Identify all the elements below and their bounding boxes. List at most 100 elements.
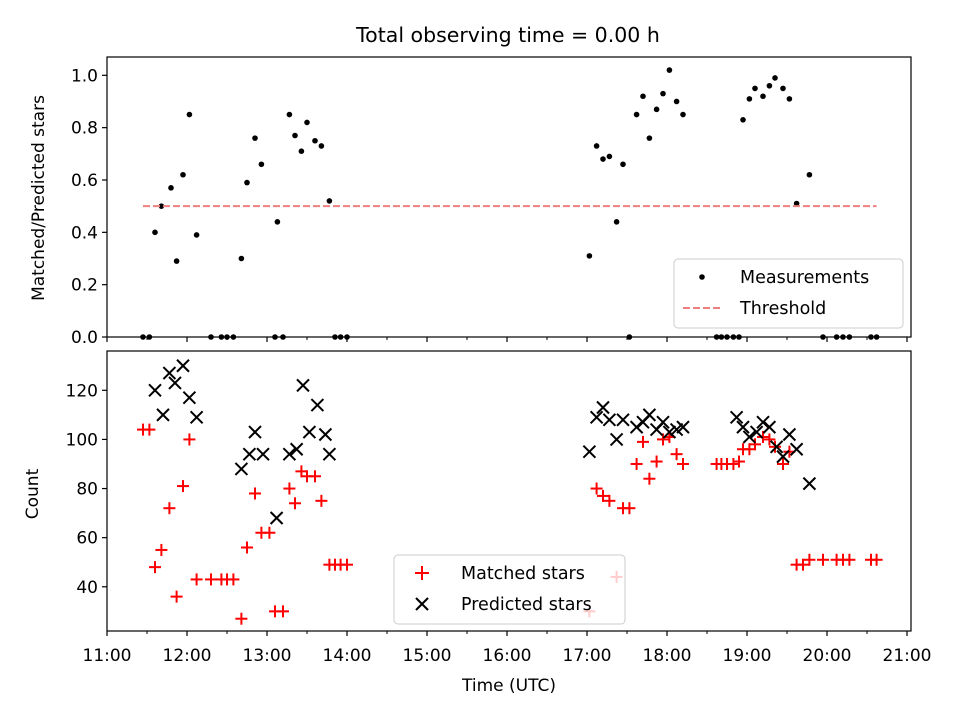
predicted-stars-point	[656, 415, 670, 429]
matched-stars-point	[341, 558, 353, 571]
predicted-stars-point	[269, 511, 284, 525]
matched-stars-point	[749, 438, 761, 451]
predicted-stars-point	[302, 425, 317, 439]
measurements-point	[600, 156, 606, 162]
predicted-stars-point	[602, 413, 617, 427]
measurements-point	[606, 153, 613, 160]
count-y-tick-label: 40	[76, 578, 98, 598]
predicted-stars-point	[609, 432, 624, 447]
measurements-point	[193, 232, 200, 238]
ratio-y-tick-label: 1.0	[71, 66, 98, 86]
predicted-stars-point	[296, 378, 310, 393]
measurements-point	[633, 111, 640, 118]
matched-stars-point	[149, 561, 161, 574]
matched-stars-point	[283, 482, 296, 495]
measurements-point	[238, 255, 245, 262]
matched-stars-point	[623, 502, 636, 515]
measurements-point	[640, 93, 646, 100]
measurements-point	[304, 119, 310, 126]
predicted-stars-point	[176, 359, 190, 373]
count-panel: 40 60 80 100 120 11:00 12:00 13:00 14:00 15:00 16…	[23, 350, 932, 666]
matched-stars-point	[235, 612, 248, 625]
predicted-stars-point	[676, 420, 690, 434]
measurements-point	[740, 117, 746, 123]
count-y-tick-label: 100	[66, 430, 98, 450]
matched-stars-point	[637, 435, 649, 448]
matched-stars-point	[190, 573, 203, 586]
predicted-stars-legend-marker	[415, 597, 429, 611]
predicted-stars-point	[742, 430, 757, 444]
chart-title: Total observing time = 0.00 h	[355, 23, 660, 47]
matched-stars-point	[155, 543, 168, 556]
predicted-stars-point	[582, 444, 597, 459]
count-y-tick-label: 60	[76, 529, 98, 549]
ratio-y-axis-label: Matched/Predicted stars	[29, 95, 49, 301]
matched-stars-point	[763, 433, 776, 446]
measurements-point	[173, 258, 180, 264]
matched-stars-point	[677, 457, 689, 470]
predicted-stars-point	[289, 442, 304, 456]
matched-stars-point	[263, 526, 276, 539]
measurements-point	[780, 85, 786, 92]
predicted-stars-point	[596, 400, 610, 415]
matched-stars-legend-marker	[415, 566, 429, 580]
x-tick-label: 16:00	[483, 646, 532, 666]
matched-stars-point	[183, 433, 196, 446]
measurements-point	[168, 185, 174, 191]
measurements-point	[786, 96, 793, 102]
measurements-point	[326, 198, 333, 204]
matched-stars-point	[670, 448, 683, 461]
predicted-stars-point	[310, 398, 325, 412]
predicted-stars-point	[756, 415, 770, 429]
count-y-tick-label: 80	[76, 480, 98, 500]
matched-stars-point	[769, 440, 781, 453]
measurements-point	[772, 75, 778, 81]
matched-stars-point	[590, 482, 603, 495]
measurements-point	[312, 137, 318, 144]
x-tick-label: 20:00	[803, 646, 852, 666]
count-x-axis: 11:00 12:00 13:00 14:00 15:00 16:00 17:00 18:00…	[83, 631, 932, 666]
measurements-point	[673, 98, 680, 105]
x-tick-label: 12:00	[163, 646, 212, 666]
x-tick-label: 13:00	[243, 646, 292, 666]
ratio-y-tick-label: 0.8	[71, 119, 98, 139]
matched-stars-point	[227, 573, 240, 586]
matched-stars-point	[727, 457, 740, 470]
count-y-tick-label: 120	[66, 381, 98, 401]
matched-stars-point	[205, 573, 217, 586]
predicted-stars-point	[802, 476, 817, 491]
measurements-point	[286, 111, 293, 118]
matched-stars-point	[163, 502, 176, 515]
measurements-point	[666, 67, 673, 73]
predicted-stars-point	[789, 442, 804, 456]
matched-stars-point	[757, 430, 769, 443]
measurements-point	[152, 229, 158, 236]
x-tick-label: 14:00	[323, 646, 372, 666]
predicted-stars-point	[156, 408, 170, 422]
x-tick-label: 11:00	[83, 646, 132, 666]
measurements-point	[752, 85, 758, 92]
x-tick-label: 15:00	[403, 646, 452, 666]
ratio-y-tick-label: 0.4	[71, 223, 98, 243]
x-tick-label: 18:00	[643, 646, 692, 666]
predicted-stars-point	[782, 427, 797, 442]
ratio-y-axis: 0.0 0.2 0.4 0.6 0.8 1.0	[71, 66, 107, 348]
predicted-stars-point	[776, 449, 790, 464]
matched-stars-point	[315, 494, 328, 507]
x-tick-label: 19:00	[723, 646, 772, 666]
matched-stars-point	[733, 455, 745, 468]
predicted-stars-point	[616, 413, 630, 427]
matched-stars-point	[249, 487, 261, 500]
predicted-stars-point	[662, 425, 677, 439]
count-plot-area	[137, 359, 883, 625]
measurements-point	[274, 219, 281, 225]
ratio-y-tick-label: 0.6	[71, 171, 98, 191]
measurements-point	[252, 135, 258, 141]
matched-stars-point	[143, 423, 156, 436]
predicted-stars-point	[168, 376, 182, 390]
predicted-stars-point	[242, 447, 257, 461]
matched-stars-point	[777, 457, 789, 470]
count-y-axis: 40 60 80 100 120	[66, 381, 107, 598]
matched-stars-point	[803, 553, 816, 566]
ratio-y-tick-label: 0.0	[71, 328, 98, 348]
